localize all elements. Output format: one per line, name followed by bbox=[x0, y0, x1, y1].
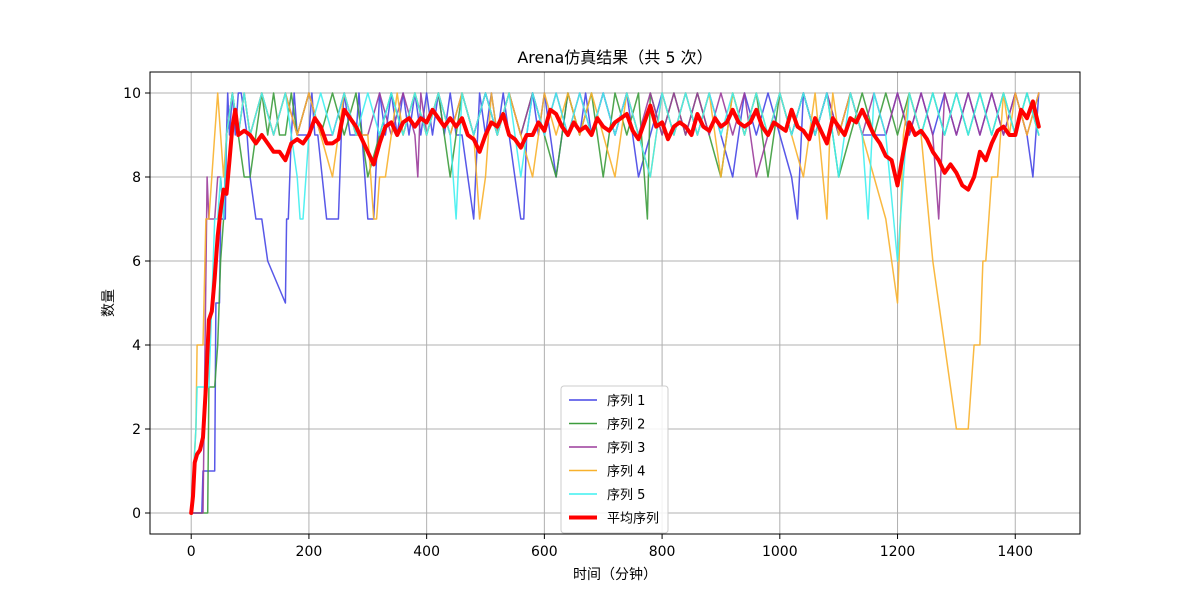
x-tick-label: 800 bbox=[649, 544, 676, 560]
legend-label: 平均序列 bbox=[607, 512, 659, 527]
legend-label: 序列 4 bbox=[607, 465, 645, 480]
legend-label: 序列 5 bbox=[607, 488, 645, 503]
legend-label: 序列 1 bbox=[607, 394, 645, 409]
tick-layer: 0 200 400 600 800 1000 1200 1400 0 2 4 6 8 10 bbox=[123, 86, 1033, 560]
y-tick-label: 4 bbox=[132, 338, 141, 354]
series-line-5 bbox=[190, 92, 1040, 514]
x-tick-label: 400 bbox=[413, 544, 440, 560]
x-tick-label: 1200 bbox=[880, 544, 916, 560]
x-axis-title: 时间（分钟） bbox=[573, 566, 657, 583]
y-tick-label: 0 bbox=[132, 506, 141, 522]
x-tick-label: 600 bbox=[531, 544, 558, 560]
chart-title: Arena仿真结果（共 5 次） bbox=[517, 48, 712, 67]
x-tick-label: 200 bbox=[296, 544, 323, 560]
y-tick-label: 8 bbox=[132, 170, 141, 186]
y-tick-label: 2 bbox=[132, 422, 141, 438]
y-tick-label: 10 bbox=[123, 86, 141, 102]
y-axis-title: 数量 bbox=[101, 289, 117, 317]
x-tick-label: 1400 bbox=[997, 544, 1033, 560]
series-layer bbox=[189, 92, 1041, 515]
x-tick-label: 1000 bbox=[762, 544, 798, 560]
plot-frame bbox=[149, 71, 1081, 535]
legend-label: 序列 2 bbox=[607, 418, 645, 433]
x-tick-label: 0 bbox=[187, 544, 196, 560]
y-tick-label: 6 bbox=[132, 254, 141, 270]
series-line-6 bbox=[189, 99, 1041, 515]
legend-label: 序列 3 bbox=[607, 441, 645, 456]
legend: 序列 1 序列 2 序列 3 序列 4 序列 5 平均序列 bbox=[560, 385, 669, 534]
